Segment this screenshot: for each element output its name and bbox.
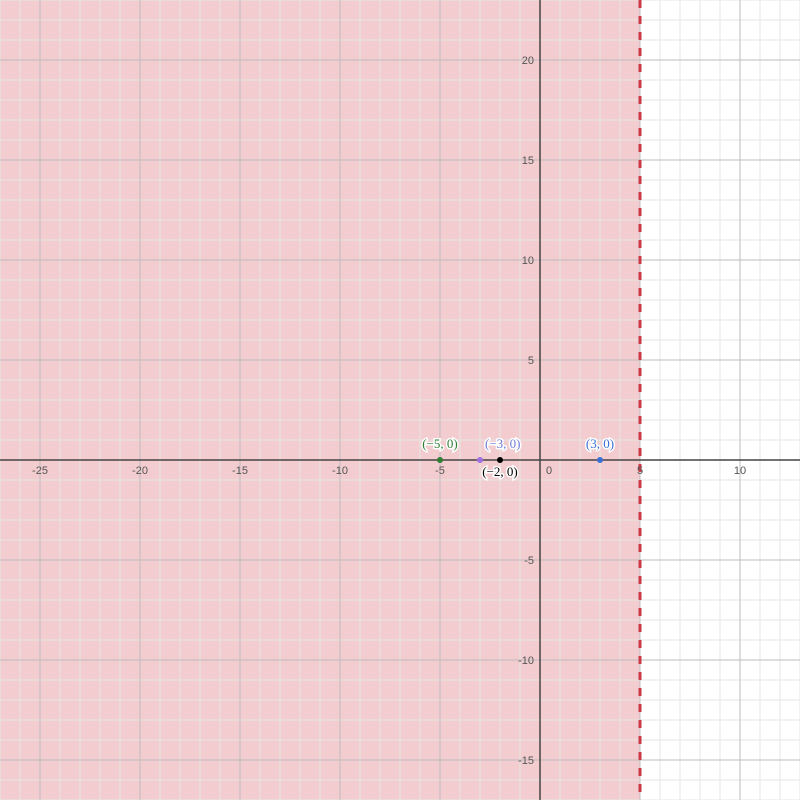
tick-label-y: 5 — [528, 355, 534, 367]
tick-label-x: 10 — [734, 465, 746, 477]
point-dot[interactable] — [597, 457, 603, 463]
tick-label-x: 5 — [637, 465, 643, 477]
point-label: (−3, 0) — [485, 436, 521, 451]
coordinate-plane[interactable]: -25 -20 -15 -10 -5 0 5 10 -15 -10 -5 5 10 15 20 (−5, 0)… — [0, 0, 800, 800]
tick-label-x: -25 — [32, 465, 48, 477]
point-dot[interactable] — [477, 457, 483, 463]
tick-label-y: 10 — [522, 255, 534, 267]
point-dot[interactable] — [497, 457, 503, 463]
point-label: (3, 0) — [586, 436, 614, 451]
tick-label-x: 0 — [546, 465, 552, 477]
tick-label-y: -15 — [518, 755, 534, 767]
tick-label-x: -15 — [232, 465, 248, 477]
point-dot[interactable] — [437, 457, 443, 463]
tick-label-x: -5 — [435, 465, 445, 477]
point-label: (−5, 0) — [422, 436, 458, 451]
point-label: (−2, 0) — [482, 464, 518, 479]
tick-label-y: -10 — [518, 655, 534, 667]
tick-label-y: 15 — [522, 155, 534, 167]
tick-label-x: -10 — [332, 465, 348, 477]
tick-label-y: 20 — [522, 55, 534, 67]
tick-label-y: -5 — [524, 555, 534, 567]
tick-label-x: -20 — [132, 465, 148, 477]
minor-gridlines — [0, 0, 800, 800]
graph-svg: -25 -20 -15 -10 -5 0 5 10 -15 -10 -5 5 10 15 20 (−5, 0)… — [0, 0, 800, 800]
